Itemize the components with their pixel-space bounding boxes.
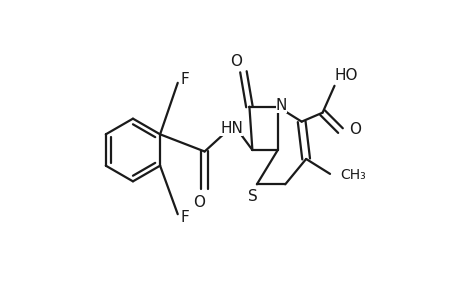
Text: O: O (230, 53, 242, 68)
Text: CH₃: CH₃ (340, 168, 365, 182)
Text: HN: HN (219, 121, 242, 136)
Text: S: S (247, 189, 257, 204)
Text: O: O (192, 195, 204, 210)
Text: O: O (349, 122, 361, 136)
Text: N: N (275, 98, 286, 113)
Text: HO: HO (334, 68, 358, 83)
Text: F: F (180, 72, 189, 87)
Text: F: F (180, 210, 189, 225)
